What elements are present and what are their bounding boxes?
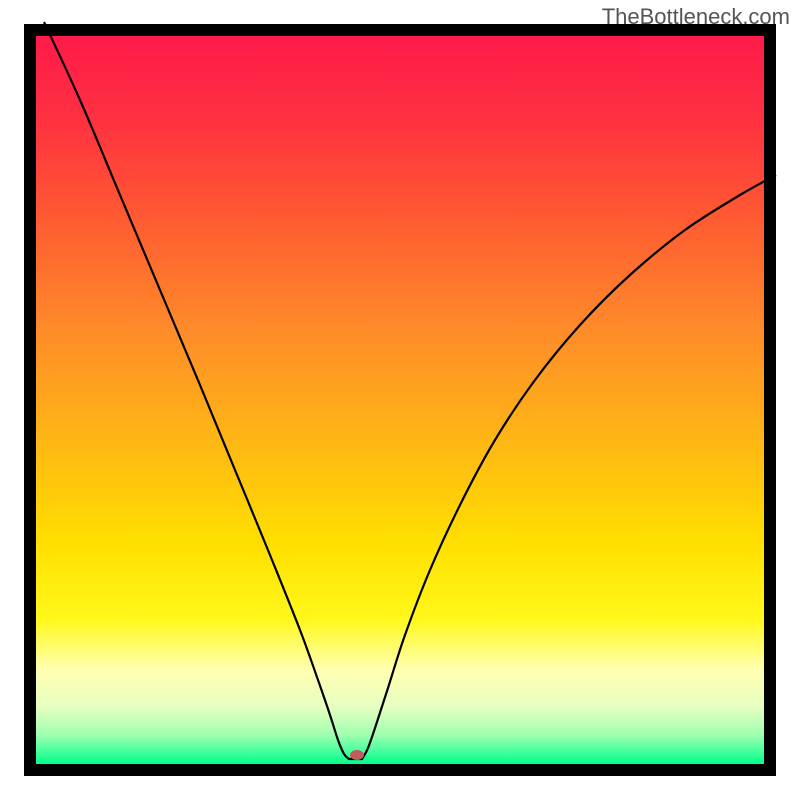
plot-gradient-background <box>36 36 764 764</box>
chart-frame: TheBottleneck.com <box>0 0 800 800</box>
watermark-text: TheBottleneck.com <box>602 4 790 30</box>
